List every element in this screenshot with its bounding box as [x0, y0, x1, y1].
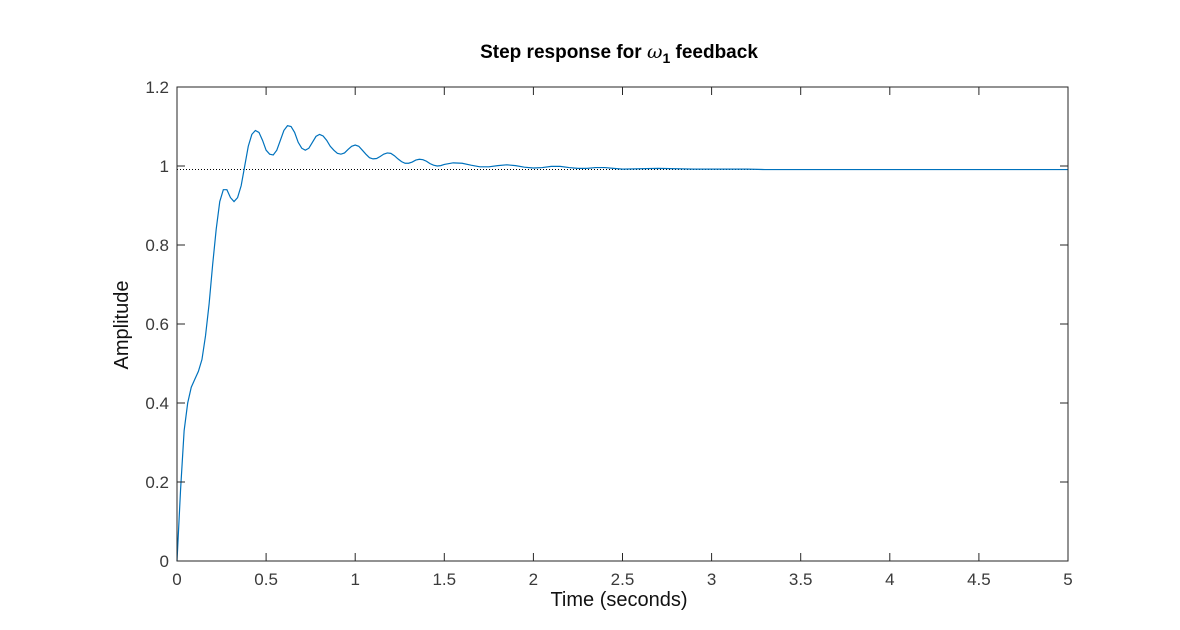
x-tick-label-9: 4.5 [967, 570, 991, 589]
x-tick-label-4: 2 [529, 570, 538, 589]
x-axis-ticks: 0 0.5 1 1.5 2 2.5 3 3.5 4 4.5 5 [172, 87, 1073, 589]
chart-title: Step response for ω1 feedback [480, 41, 758, 66]
y-tick-label-1: 0.2 [145, 473, 169, 492]
x-tick-label-10: 5 [1063, 570, 1072, 589]
plot-background [177, 87, 1068, 561]
y-axis-ticks: 0 0.2 0.4 0.6 0.8 1 1.2 [145, 78, 1068, 571]
chart-title-suffix: feedback [670, 42, 758, 63]
x-tick-label-5: 2.5 [611, 570, 635, 589]
chart-title-prefix: Step response for [480, 42, 647, 63]
x-axis-label: Time (seconds) [550, 589, 687, 611]
y-tick-label-3: 0.6 [145, 315, 169, 334]
step-response-line [176, 125, 1068, 562]
chart-title-subscript: 1 [662, 50, 670, 66]
y-tick-label-0: 0 [160, 552, 169, 571]
y-tick-label-6: 1.2 [145, 78, 169, 97]
y-tick-label-5: 1 [160, 157, 169, 176]
x-tick-label-6: 3 [707, 570, 716, 589]
y-axis-label: Amplitude [111, 281, 133, 370]
x-tick-label-1: 0.5 [254, 570, 278, 589]
x-tick-label-3: 1.5 [432, 570, 456, 589]
x-tick-label-7: 3.5 [789, 570, 813, 589]
x-tick-label-0: 0 [172, 570, 181, 589]
y-tick-label-4: 0.8 [145, 236, 169, 255]
chart-title-symbol: ω [647, 41, 663, 63]
y-tick-label-2: 0.4 [145, 394, 169, 413]
x-tick-label-2: 1 [350, 570, 359, 589]
x-tick-label-8: 4 [885, 570, 894, 589]
